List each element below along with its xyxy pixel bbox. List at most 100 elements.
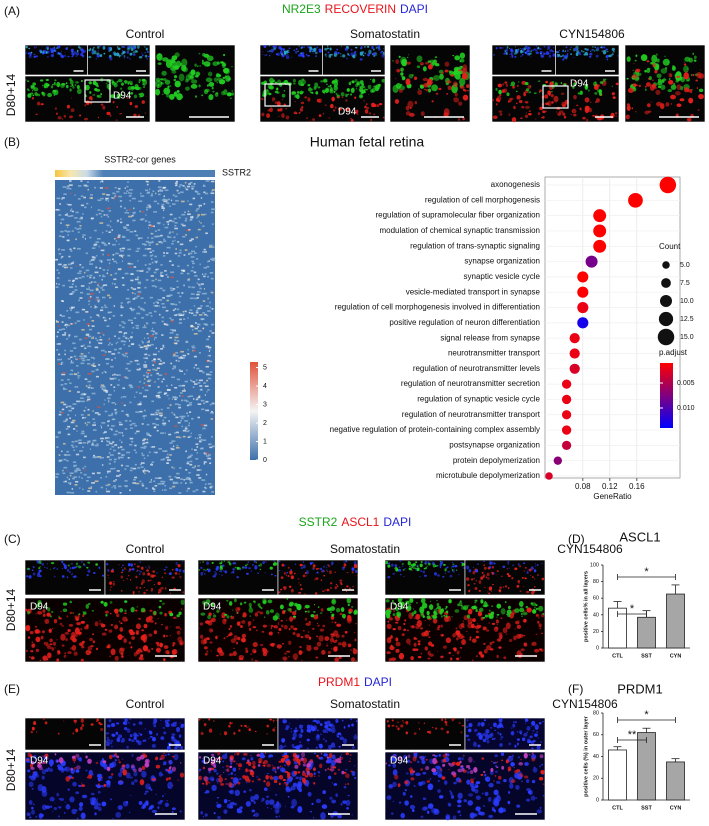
heatmap-cell xyxy=(178,407,181,409)
cell xyxy=(144,85,146,86)
cell xyxy=(530,575,531,576)
cell xyxy=(132,568,135,571)
micrograph xyxy=(198,598,358,662)
cell xyxy=(460,647,462,649)
cell xyxy=(493,115,498,119)
panel-label: (B) xyxy=(4,135,20,149)
cell xyxy=(684,87,689,92)
heatmap-cell xyxy=(95,241,99,243)
heatmap-cell xyxy=(124,207,126,209)
cell xyxy=(301,102,304,105)
cell xyxy=(612,86,613,87)
cell xyxy=(97,46,100,49)
cell xyxy=(69,601,72,604)
cell xyxy=(531,566,534,569)
cell xyxy=(400,574,401,575)
cell xyxy=(457,810,460,813)
cell xyxy=(78,566,81,569)
heatmap-cell xyxy=(67,203,68,205)
cell xyxy=(661,68,667,74)
cell xyxy=(147,572,150,575)
cell xyxy=(489,610,490,612)
heatmap-cell xyxy=(147,192,150,194)
cell xyxy=(699,89,703,92)
heatmap-cell xyxy=(127,255,128,257)
cell xyxy=(467,568,469,569)
cell xyxy=(159,612,162,615)
cell xyxy=(329,566,330,567)
cell xyxy=(166,778,169,781)
cell xyxy=(534,649,539,653)
cell xyxy=(105,614,107,617)
cell xyxy=(56,639,57,640)
cell xyxy=(204,723,207,726)
cell xyxy=(660,85,665,90)
cell xyxy=(231,777,234,779)
cell xyxy=(602,50,604,52)
cell xyxy=(314,776,315,777)
cell xyxy=(51,647,54,650)
heatmap-cell xyxy=(204,425,208,427)
cell xyxy=(476,636,480,639)
cell xyxy=(195,75,199,78)
heatmap-cell xyxy=(209,350,210,352)
cell xyxy=(334,85,338,90)
cell xyxy=(257,572,259,574)
heatmap-cell xyxy=(62,285,65,287)
cell xyxy=(479,608,483,612)
cell xyxy=(518,81,519,82)
cell xyxy=(378,50,380,51)
cell xyxy=(480,576,483,580)
cell xyxy=(148,566,149,568)
cell xyxy=(313,568,315,569)
cell xyxy=(254,650,257,652)
cell xyxy=(146,569,149,571)
cell xyxy=(272,766,275,769)
cell xyxy=(500,739,501,741)
cell xyxy=(295,101,296,102)
cell xyxy=(264,45,267,48)
cell xyxy=(209,619,212,622)
cell xyxy=(209,771,211,773)
cell xyxy=(300,564,303,566)
cell xyxy=(506,84,509,87)
cell xyxy=(428,79,432,81)
cell xyxy=(316,47,318,49)
cell xyxy=(255,562,257,564)
heatmap-cell xyxy=(180,191,184,193)
cell xyxy=(117,46,118,48)
cell xyxy=(295,776,299,779)
cell xyxy=(657,73,662,78)
heatmap-cell xyxy=(88,352,89,354)
cell xyxy=(46,658,48,660)
cell xyxy=(314,646,319,650)
cell xyxy=(341,771,344,775)
cell xyxy=(483,626,487,630)
cell xyxy=(539,92,540,93)
cell xyxy=(546,51,549,55)
cell xyxy=(376,104,379,107)
cell xyxy=(324,48,327,51)
cell xyxy=(538,623,541,627)
cell xyxy=(213,613,214,614)
heatmap-cell xyxy=(90,486,92,488)
cell xyxy=(519,583,520,584)
cell xyxy=(535,604,537,606)
cell xyxy=(507,573,509,575)
cell xyxy=(341,803,343,806)
cell xyxy=(233,732,235,735)
heatmap-cell xyxy=(66,188,70,190)
cell xyxy=(281,49,282,50)
cell xyxy=(65,802,66,803)
cell xyxy=(368,94,369,95)
cell xyxy=(465,734,466,735)
cell xyxy=(200,811,202,814)
cell xyxy=(100,93,102,95)
cell xyxy=(42,776,45,780)
cell xyxy=(61,625,64,627)
heatmap-cell xyxy=(169,260,171,262)
cell xyxy=(108,47,111,51)
cell xyxy=(195,95,197,98)
cell xyxy=(670,75,672,77)
cell xyxy=(530,56,531,57)
